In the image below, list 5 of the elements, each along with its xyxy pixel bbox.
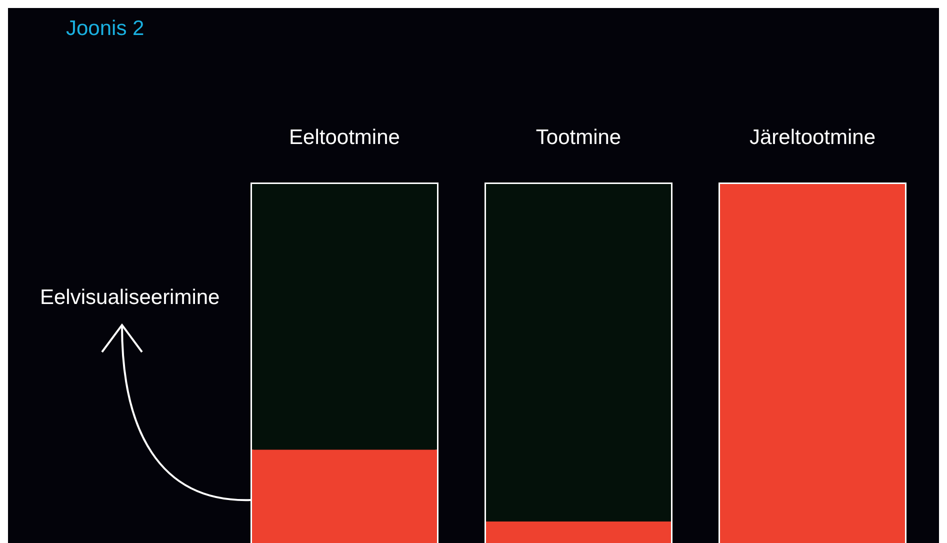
- chart-title: Joonis 2: [66, 17, 144, 40]
- text: Eelvisualiseerimine: [40, 286, 220, 309]
- x-tick-label: Tootmine: [536, 126, 622, 149]
- x-tick-label: Eeltootmine: [289, 126, 400, 149]
- x-tick-label: Järeltootmine: [749, 126, 876, 149]
